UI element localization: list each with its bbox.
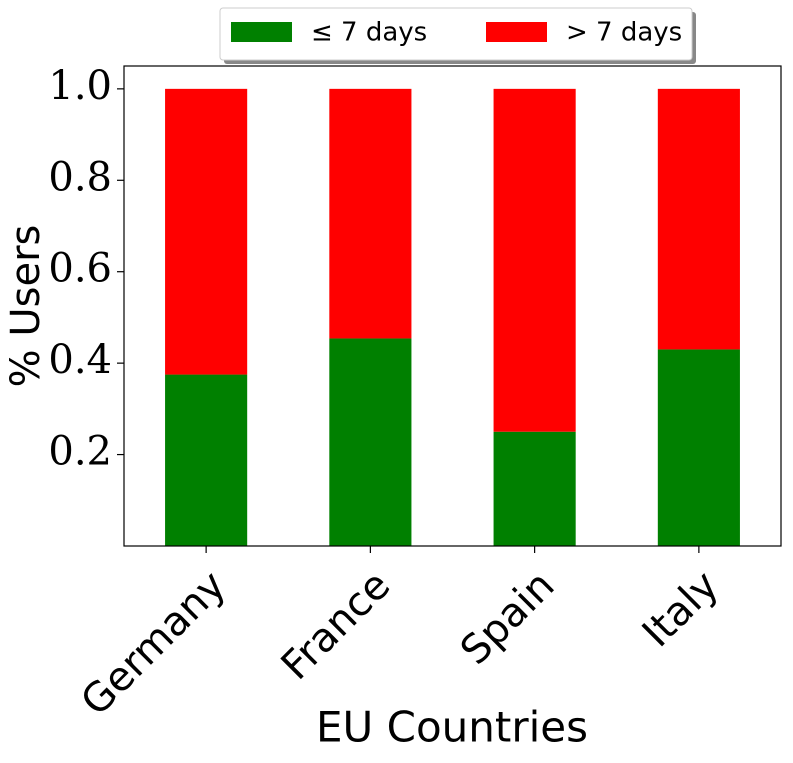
y-tick-label: 0.4 bbox=[48, 337, 112, 383]
legend-label: > 7 days bbox=[566, 18, 682, 48]
y-tick-label: 0.6 bbox=[48, 246, 112, 292]
y-tick-label: 0.8 bbox=[48, 154, 112, 200]
x-tick-label: France bbox=[273, 562, 400, 689]
y-tick-label: 0.2 bbox=[48, 429, 112, 475]
plot-frame bbox=[123, 65, 782, 547]
legend: ≤ 7 days > 7 days bbox=[219, 7, 696, 64]
bar-segment bbox=[657, 88, 740, 350]
bar-segment bbox=[493, 431, 576, 546]
y-axis-title: % Users bbox=[3, 225, 49, 388]
bar-segment bbox=[493, 88, 576, 432]
bar-segment bbox=[329, 88, 412, 339]
bar-segment bbox=[329, 338, 412, 546]
legend-swatch bbox=[231, 22, 292, 42]
legend-box bbox=[219, 7, 693, 61]
x-tick-label: Spain bbox=[452, 562, 564, 674]
bar-segment bbox=[657, 349, 740, 546]
x-axis-title: EU Countries bbox=[316, 703, 588, 752]
y-tick-label: 1.0 bbox=[48, 63, 112, 109]
bar-segment bbox=[165, 88, 248, 375]
x-tick-label: Germany bbox=[72, 562, 235, 725]
x-tick-label: Italy bbox=[634, 562, 728, 656]
legend-label: ≤ 7 days bbox=[311, 18, 427, 48]
legend-swatch bbox=[486, 22, 547, 42]
bar-segment bbox=[165, 374, 248, 546]
